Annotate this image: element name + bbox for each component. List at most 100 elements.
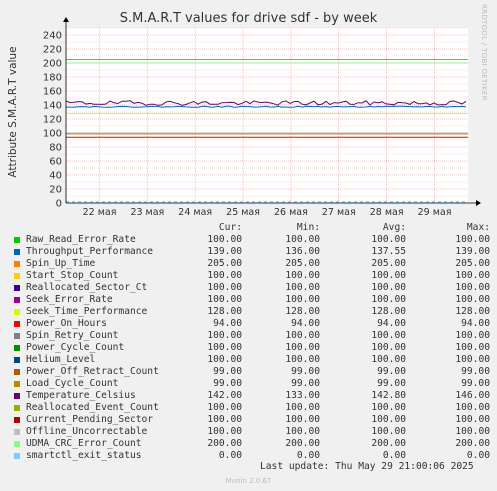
y-tick-label: 40	[49, 171, 62, 182]
legend-avg: 0.00	[382, 450, 406, 461]
legend-max: 146.00	[455, 390, 490, 401]
col-min-header: Min:	[296, 222, 320, 233]
legend-min: 100.00	[285, 426, 320, 437]
legend-series-name: Current_Pending_Sector	[26, 414, 154, 425]
legend-avg: 128.00	[371, 306, 406, 317]
legend-swatch	[14, 453, 20, 459]
legend-cur: 100.00	[207, 282, 242, 293]
legend-series-name: smartctl_exit_status	[26, 450, 142, 461]
legend-cur: 99.00	[213, 366, 242, 377]
legend-min: 99.00	[291, 366, 320, 377]
legend-series-name: Load_Cycle_Count	[26, 378, 119, 389]
x-tick-label: 27 мая	[322, 207, 356, 218]
legend-max: 99.00	[461, 366, 490, 377]
legend-swatch	[14, 441, 20, 447]
legend-avg: 100.00	[371, 270, 406, 281]
y-tick-label: 80	[49, 143, 62, 154]
legend-cur: 100.00	[207, 414, 242, 425]
legend-series-name: Reallocated_Event_Count	[26, 402, 159, 413]
legend-min: 100.00	[285, 402, 320, 413]
legend-max: 100.00	[455, 402, 490, 413]
y-axis-arrow	[63, 17, 69, 22]
legend-swatch	[14, 321, 20, 327]
legend-series-name: Start_Stop_Count	[26, 270, 119, 281]
legend-swatch	[14, 405, 20, 411]
legend-cur: 128.00	[207, 306, 242, 317]
legend-max: 139.00	[455, 246, 490, 257]
legend-swatch	[14, 285, 20, 291]
y-tick-label: 140	[43, 101, 62, 112]
legend-cur: 200.00	[207, 438, 242, 449]
legend-series-name: Spin_Retry_Count	[26, 330, 119, 341]
legend-min: 100.00	[285, 414, 320, 425]
legend-swatch	[14, 417, 20, 423]
legend-series-name: Reallocated_Sector_Ct	[26, 282, 148, 293]
legend-min: 100.00	[285, 330, 320, 341]
legend-max: 205.00	[455, 258, 490, 269]
legend-cur: 100.00	[207, 402, 242, 413]
legend-min: 100.00	[285, 354, 320, 365]
y-tick-label: 180	[43, 73, 62, 84]
legend-avg: 100.00	[371, 234, 406, 245]
legend-max: 100.00	[455, 330, 490, 341]
legend-swatch	[14, 261, 20, 267]
legend-swatch	[14, 309, 20, 315]
legend-max: 0.00	[466, 450, 490, 461]
y-tick-label: 0	[56, 199, 62, 210]
legend-avg: 100.00	[371, 426, 406, 437]
legend-min: 100.00	[285, 294, 320, 305]
smart-values-chart: 0 20 40 60 80 100 120 140 160 180 200 220 240 22 мая 2…	[43, 17, 481, 218]
legend-max: 100.00	[455, 354, 490, 365]
col-cur-header: Cur:	[218, 222, 242, 233]
series-line	[65, 100, 467, 106]
x-tick-label: 24 мая	[178, 207, 212, 218]
legend-swatch	[14, 297, 20, 303]
col-avg-header: Avg:	[382, 222, 406, 233]
legend-swatch	[14, 333, 20, 339]
legend-avg: 100.00	[371, 294, 406, 305]
legend-max: 100.00	[455, 342, 490, 353]
legend-cur: 100.00	[207, 354, 242, 365]
col-max-header: Max:	[466, 222, 490, 233]
legend-min: 100.00	[285, 282, 320, 293]
x-tick-label: 23 мая	[130, 207, 164, 218]
legend-swatch	[14, 273, 20, 279]
legend-min: 136.00	[285, 246, 320, 257]
legend-series-name: Temperature_Celsius	[26, 390, 136, 401]
legend-series-name: Seek_Time_Performance	[26, 306, 148, 317]
legend-min: 205.00	[285, 258, 320, 269]
y-tick-label: 60	[49, 157, 62, 168]
legend-avg: 137.55	[371, 246, 406, 257]
legend-avg: 100.00	[371, 282, 406, 293]
legend-max: 99.00	[461, 378, 490, 389]
legend-cur: 100.00	[207, 294, 242, 305]
legend-cur: 205.00	[207, 258, 242, 269]
legend-series-name: Power_Off_Retract_Count	[26, 366, 159, 377]
x-axis-arrow	[476, 200, 481, 206]
last-update: Last update: Thu May 29 21:00:06 2025	[260, 461, 474, 472]
legend-min: 133.00	[285, 390, 320, 401]
legend-min: 99.00	[291, 378, 320, 389]
legend-swatch	[14, 237, 20, 243]
legend-cur: 0.00	[218, 450, 242, 461]
chart-title: S.M.A.R.T values for drive sdf - by week	[119, 11, 378, 26]
legend-min: 94.00	[291, 318, 320, 329]
legend-max: 94.00	[461, 318, 490, 329]
legend-max: 100.00	[455, 414, 490, 425]
legend-avg: 100.00	[371, 414, 406, 425]
legend-series-name: Helium_Level	[26, 354, 96, 365]
plot-area	[66, 28, 468, 203]
y-tick-label: 20	[49, 185, 62, 196]
y-tick-label: 160	[43, 87, 62, 98]
y-tick-label: 240	[43, 31, 62, 42]
legend-cur: 142.00	[207, 390, 242, 401]
legend-max: 100.00	[455, 234, 490, 245]
legend-swatch	[14, 429, 20, 435]
y-tick-label: 100	[43, 129, 62, 140]
y-tick-label: 220	[43, 45, 62, 56]
legend-cur: 100.00	[207, 270, 242, 281]
legend-min: 100.00	[285, 234, 320, 245]
legend-avg: 200.00	[371, 438, 406, 449]
y-tick-label: 200	[43, 59, 62, 70]
legend-max: 100.00	[455, 282, 490, 293]
